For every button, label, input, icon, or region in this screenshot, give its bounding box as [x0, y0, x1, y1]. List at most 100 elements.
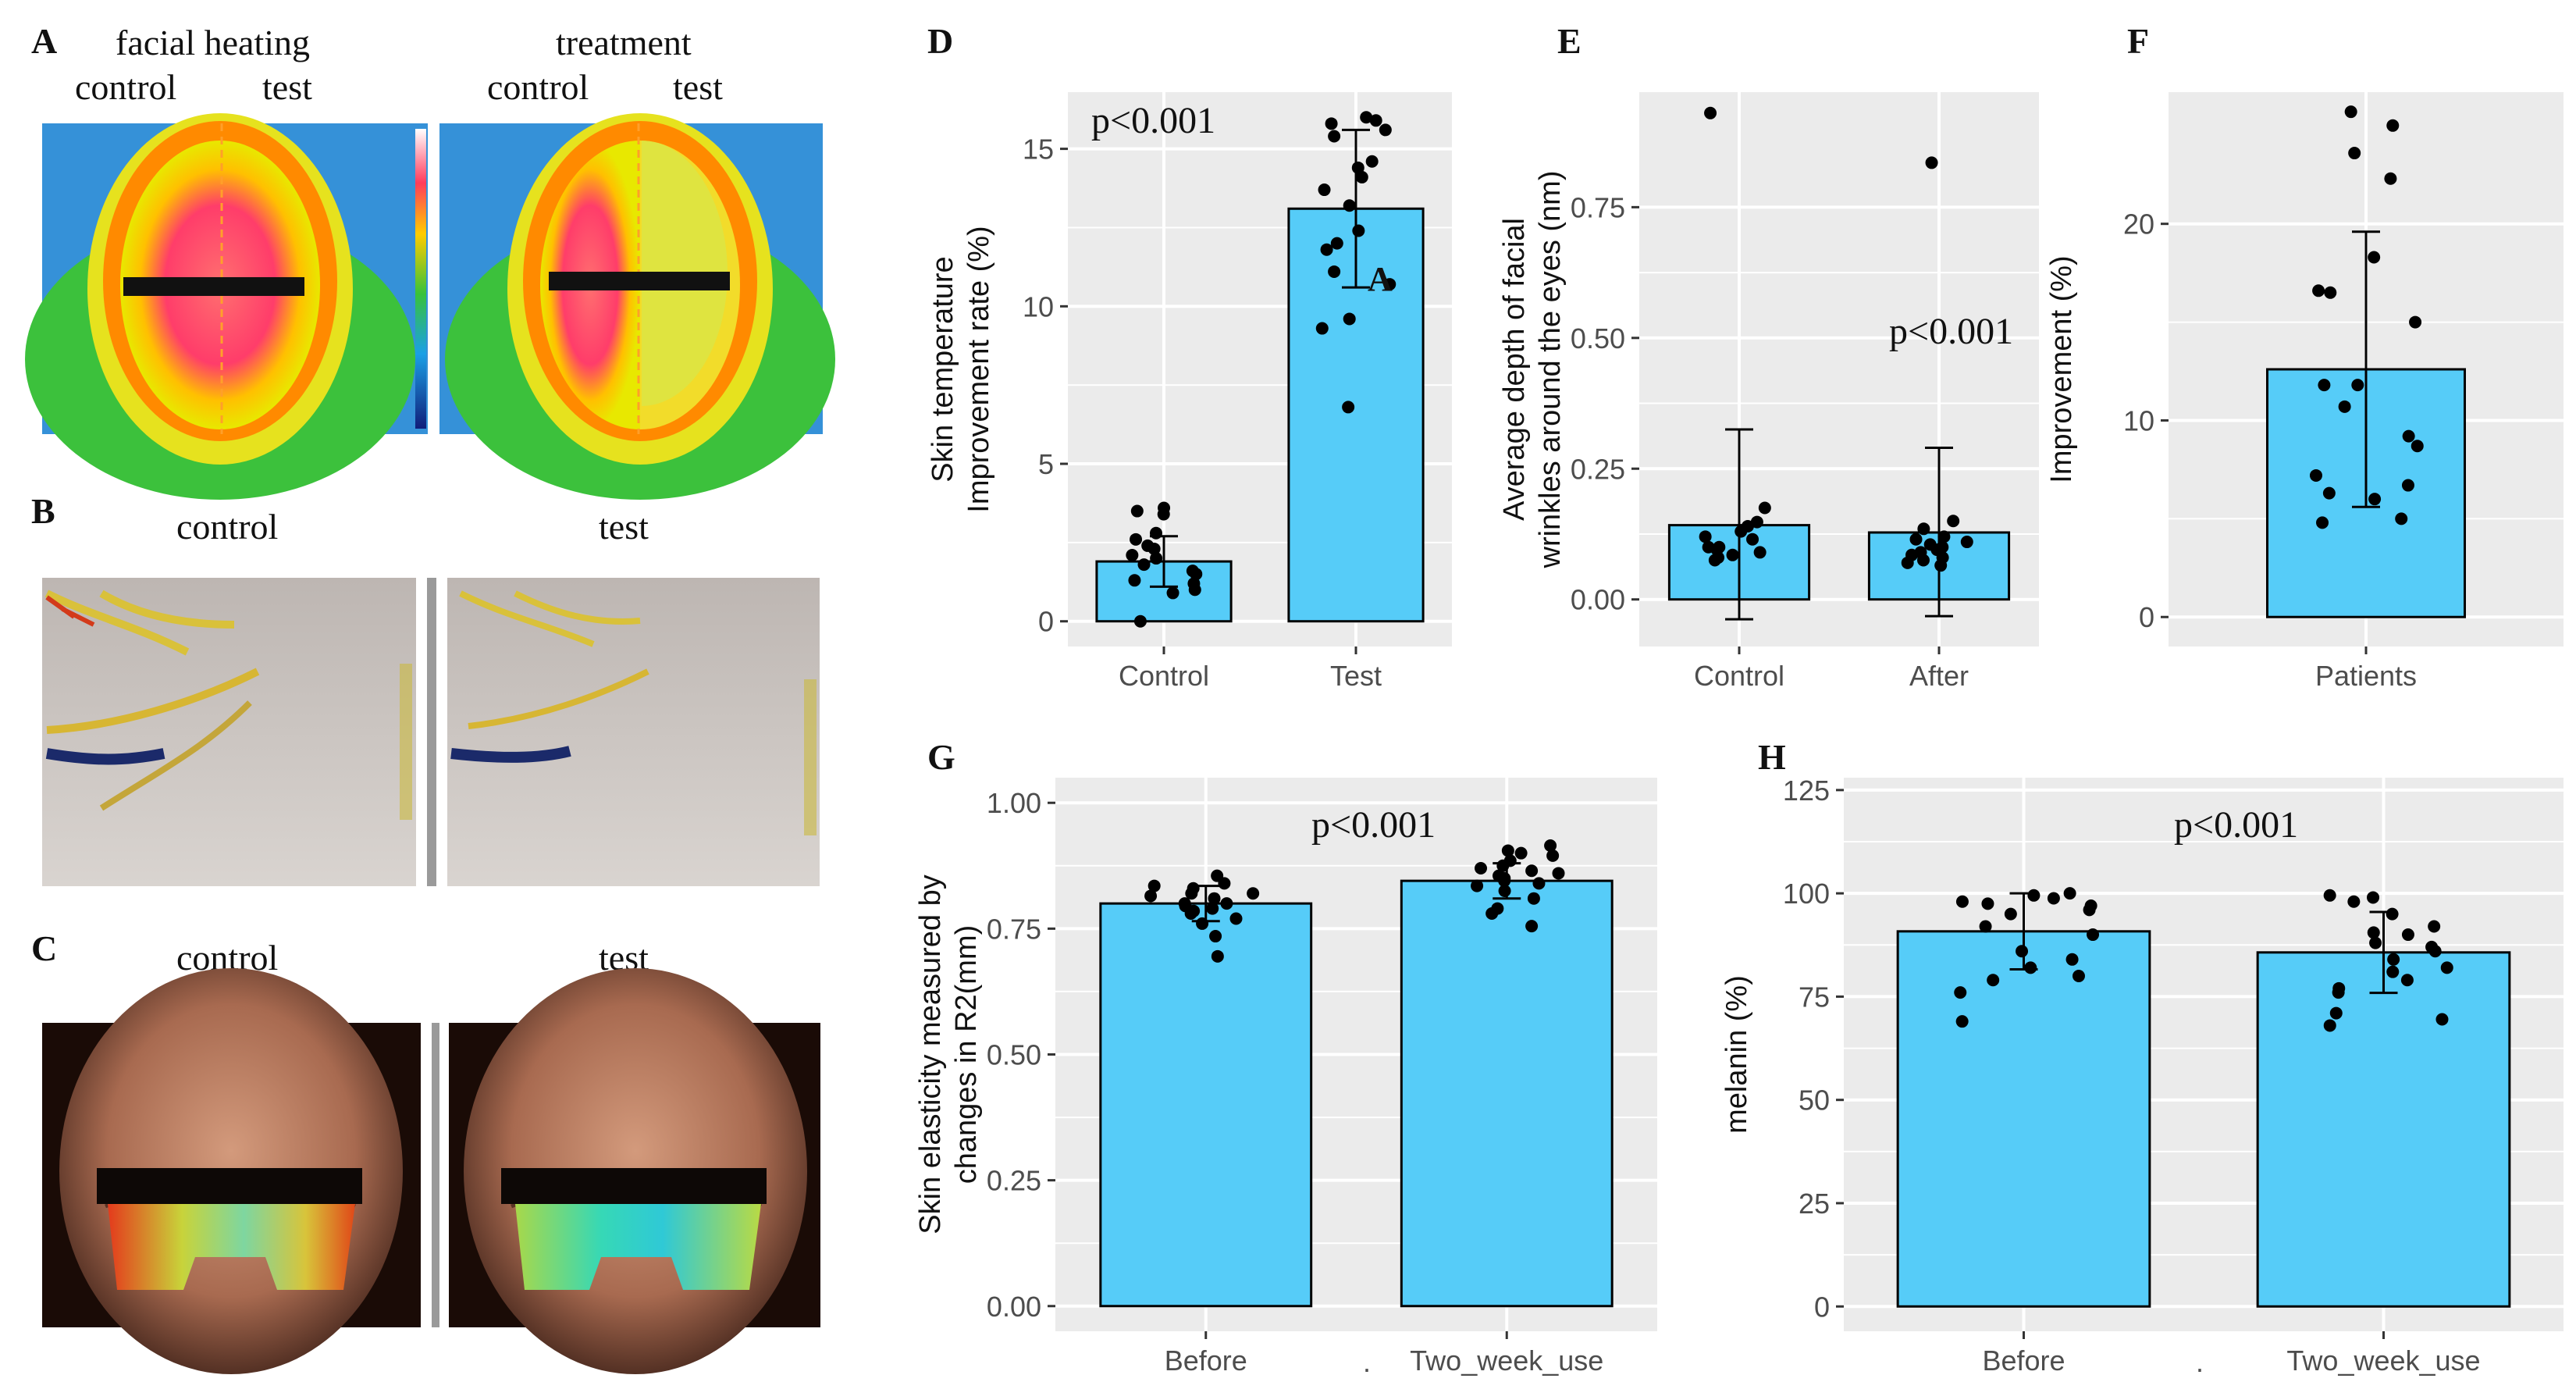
- data-point: [2400, 974, 2414, 987]
- data-point: [2338, 400, 2351, 413]
- thermal-image-treatment: [439, 113, 835, 500]
- data-point: [1360, 111, 1373, 124]
- data-point: [1525, 864, 1539, 878]
- y-tick-label: 0.50: [987, 1039, 1041, 1071]
- panel-c: C control test: [31, 928, 820, 1374]
- y-tick-label: 0.75: [987, 913, 1041, 945]
- data-point: [1909, 532, 1923, 546]
- data-point: [1916, 554, 1930, 567]
- data-point: [1544, 839, 1557, 853]
- data-point: [1901, 556, 1914, 569]
- y-tick-label: 20: [2123, 208, 2154, 240]
- y-tick-label: 0: [1038, 606, 1054, 638]
- panel-a-label-test-2: test: [673, 67, 723, 107]
- data-point: [2323, 889, 2336, 902]
- bar-two_week_use: [1400, 879, 1614, 1308]
- panel-letter-g: G: [927, 737, 955, 777]
- data-point: [2411, 440, 2424, 453]
- data-point: [2065, 953, 2079, 966]
- data-point: [2428, 920, 2441, 933]
- data-point: [2440, 961, 2453, 974]
- data-point: [1208, 892, 1221, 905]
- bar-before: [1099, 902, 1313, 1308]
- data-point: [1923, 538, 1937, 551]
- y-tick-label: 0.25: [987, 1165, 1041, 1197]
- y-axis-label: Skin elasticity measured by: [914, 874, 947, 1234]
- y-tick-label: 50: [1799, 1085, 1830, 1117]
- data-point: [1141, 539, 1155, 552]
- x-tick-label: Before: [1982, 1345, 2065, 1377]
- chart-f: F 0 10 20 Patients Improvement (%): [2045, 21, 2564, 692]
- panel-letter-f: F: [2127, 21, 2149, 61]
- data-point: [1130, 504, 1144, 518]
- data-point: [1960, 536, 1973, 549]
- panel-letter-c: C: [31, 928, 57, 968]
- data-point: [1328, 130, 1341, 143]
- data-point: [2072, 969, 2085, 982]
- panel-a-label-control-2: control: [487, 67, 589, 107]
- data-point: [1343, 312, 1356, 326]
- data-point: [2316, 516, 2329, 529]
- p-value-annotation: p<0.001: [1889, 311, 2013, 352]
- data-point: [1704, 106, 1717, 119]
- data-point: [1157, 508, 1170, 521]
- data-point: [1937, 530, 1951, 543]
- data-point: [2309, 468, 2322, 482]
- chart-e: E 0.00 0.25 0.50 0.75 Control After Average dep…: [1498, 21, 2039, 692]
- p-value-annotation: p<0.001: [1091, 100, 1215, 141]
- data-point: [1987, 974, 2000, 987]
- data-point: [2395, 512, 2408, 525]
- data-point: [1185, 887, 1198, 900]
- y-tick-label: 10: [2123, 404, 2154, 436]
- wrinkle-image-control: [42, 578, 416, 886]
- data-point: [2369, 936, 2382, 949]
- y-tick-label: 5: [1038, 448, 1054, 480]
- significance-mark: A: [1368, 260, 1393, 298]
- data-point: [2384, 172, 2397, 185]
- wrinkle-image-test: [447, 578, 820, 886]
- data-point: [2402, 429, 2415, 443]
- data-point: [2401, 479, 2414, 492]
- data-point: [1126, 549, 1139, 562]
- data-point: [1369, 114, 1382, 127]
- y-tick-label: 0: [1814, 1291, 1830, 1323]
- data-point: [1475, 862, 1488, 875]
- data-point: [1741, 519, 1754, 532]
- y-axis-label: Skin temperature: [927, 256, 959, 482]
- data-point: [1485, 907, 1499, 921]
- data-point: [1355, 170, 1368, 183]
- y-tick-label: 10: [1023, 290, 1054, 322]
- bar-before: [1896, 930, 2151, 1308]
- data-point: [1552, 867, 1565, 880]
- panel-a-label-control-1: control: [75, 67, 176, 107]
- panel-letter-h: H: [1758, 737, 1786, 777]
- data-point: [1955, 1015, 1969, 1028]
- data-point: [2435, 1013, 2449, 1026]
- data-point: [2318, 379, 2331, 392]
- skin-map-control: [42, 968, 421, 1374]
- y-tick-label: 1.00: [987, 787, 1041, 819]
- chart-d: D 0 5 10 15 Control Test Skin temperature Improv…: [927, 21, 1452, 692]
- data-point: [2027, 889, 2041, 902]
- data-point: [1525, 920, 1539, 933]
- data-point: [1144, 889, 1158, 903]
- x-tick-label: Patients: [2315, 660, 2417, 692]
- chart-h: H 0 25 50 75 100 125 Before Two_week_use melanin …: [1720, 737, 2564, 1377]
- data-point: [2332, 986, 2345, 999]
- data-point: [1190, 568, 1203, 581]
- x-tick-label: Before: [1165, 1345, 1247, 1377]
- data-point: [1708, 554, 1721, 567]
- data-point: [2347, 895, 2361, 908]
- panel-letter-d: D: [927, 21, 953, 61]
- panel-b-divider: [427, 578, 436, 886]
- y-axis-label: Improvement (%): [2045, 255, 2078, 483]
- data-point: [1947, 515, 1960, 528]
- data-point: [1211, 949, 1224, 963]
- y-axis-label: wrinkles around the eyes (nm): [1534, 171, 1567, 569]
- data-point: [1184, 907, 1197, 921]
- panel-a-title-right: treatment: [556, 23, 692, 62]
- x-tick-label: Control: [1694, 660, 1784, 692]
- data-point: [1247, 887, 1260, 900]
- panel-b-label-control: control: [176, 507, 278, 547]
